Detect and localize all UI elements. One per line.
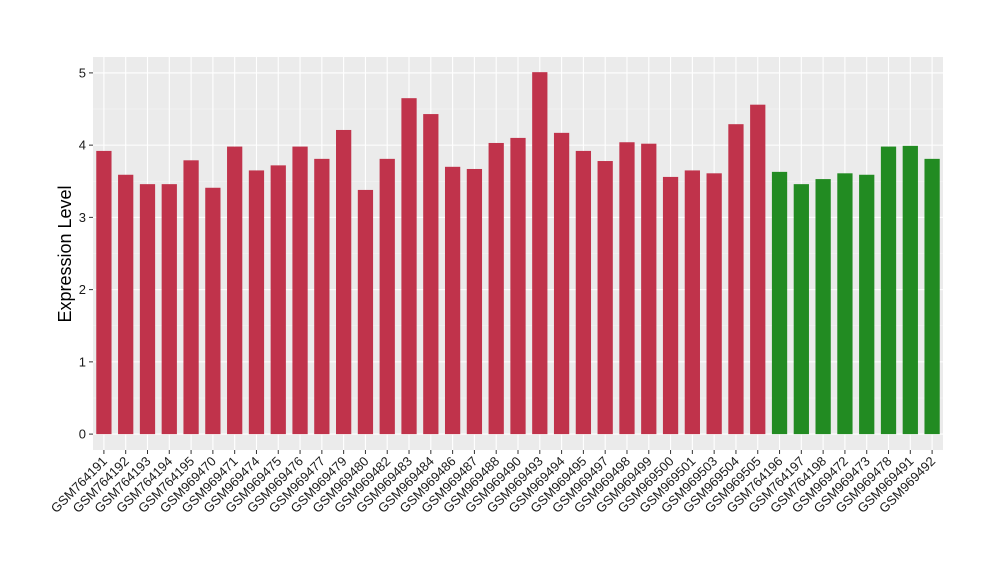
bar [488, 142, 504, 435]
bar [902, 145, 918, 435]
y-axis: 0 1 2 3 4 5 [79, 65, 93, 442]
bar [815, 179, 831, 435]
bar [706, 173, 722, 435]
bars [96, 72, 940, 435]
bar [641, 143, 657, 435]
bar [379, 158, 395, 435]
bar [793, 184, 809, 435]
bar [532, 72, 548, 435]
bar [118, 174, 134, 435]
bar [314, 158, 330, 435]
bar [401, 98, 417, 435]
bar [183, 160, 199, 435]
x-axis: GSM764191GSM764192GSM764193GSM764194GSM7… [48, 450, 938, 516]
y-tick-label: 4 [79, 138, 86, 153]
bar [227, 146, 243, 435]
bar [662, 176, 679, 435]
y-tick-label: 0 [79, 427, 86, 442]
bar [575, 150, 592, 435]
y-tick-label: 2 [79, 282, 86, 297]
bar [205, 187, 221, 435]
bar [837, 173, 853, 435]
bar [248, 170, 265, 435]
bar [96, 150, 112, 435]
bar [444, 166, 461, 435]
bar [597, 161, 613, 435]
bar [161, 184, 177, 435]
bar [880, 146, 897, 435]
bar [924, 158, 940, 435]
bar [292, 146, 308, 435]
bar [357, 189, 374, 435]
bar [466, 168, 483, 435]
bar [619, 142, 635, 435]
bar [750, 104, 766, 435]
bar [510, 137, 526, 435]
bar [423, 114, 439, 435]
y-tick-label: 5 [79, 65, 86, 80]
y-tick-label: 1 [79, 354, 86, 369]
bar [728, 124, 744, 435]
bar [771, 171, 788, 435]
y-axis-title: Expression Level [55, 185, 75, 322]
bar [270, 165, 286, 435]
bar [684, 170, 700, 435]
y-tick-label: 3 [79, 210, 86, 225]
bar [139, 184, 156, 435]
bar [553, 132, 570, 435]
bar [859, 174, 875, 435]
bar [336, 129, 352, 435]
